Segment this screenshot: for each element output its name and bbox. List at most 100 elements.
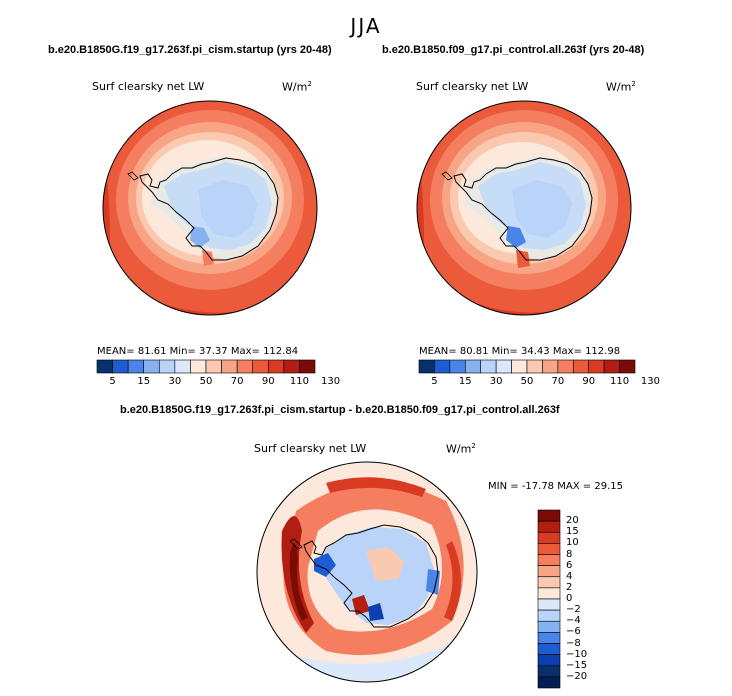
diff-min-max: MIN = -17.78 MAX = 29.15 [488,481,623,492]
colorbar-box [537,643,561,655]
colorbar-tick-label: 70 [230,376,244,387]
colorbar-box [537,543,561,555]
colorbar-box [537,509,561,522]
colorbar-box [96,359,113,374]
colorbar-tick-label: 4 [566,570,573,582]
panel-2-colorbar [418,359,636,374]
colorbar-tick-label: 5 [431,376,438,387]
plateau-low [512,180,572,238]
colorbar-tick-label: 130 [640,376,660,387]
peninsula [289,538,303,550]
colorbar-tick-label: 110 [289,376,309,387]
east-warm-band [444,541,461,621]
colorbar-tick-label: 50 [199,376,213,387]
colorbar-tick-label: 8 [566,548,573,560]
panel-1-colorbar-ticks: 5 15 30 50 70 90 110 130 [97,376,340,388]
panel-1-polar-map [102,100,318,316]
coastline [453,157,593,261]
colorbar-box [112,359,129,374]
colorbar-box [537,520,561,533]
colorbar-tick-label: −4 [566,615,581,627]
plateau-low [198,180,258,238]
ross-negative [368,603,384,621]
colorbar-box [418,359,435,374]
panel-2-stats: MEAN= 80.81 Min= 34.43 Max= 112.98 [419,346,621,357]
panel-2-colorbar-ticks: 5 15 30 50 70 90 110 130 [419,376,660,388]
colorbar-box [221,359,238,374]
colorbar-tick-label: 15 [458,376,472,387]
colorbar-tick-label: 90 [582,376,596,387]
panel-1-units: W/m2 [282,80,312,94]
panel-1-stats: MEAN= 81.61 Min= 37.37 Max= 112.84 [97,346,299,357]
colorbar-tick-label: 5 [109,376,116,387]
colorbar-tick-label: 70 [551,376,565,387]
colorbar-tick-label: −10 [566,648,588,660]
difference-title: b.e20.B1850G.f19_g17.263f.pi_cism.startu… [120,404,560,416]
colorbar-box [526,359,543,374]
diff-variable-title: Surf clearsky net LW [254,442,367,455]
coastline [139,157,279,261]
colorbar-box [174,359,191,374]
colorbar-box [511,359,528,374]
colorbar-tick-label: 110 [610,376,630,387]
colorbar-box [127,359,145,374]
colorbar-tick-label: 130 [321,376,341,387]
colorbar-box [588,359,605,374]
map-border [102,100,318,316]
coastline [303,524,439,628]
colorbar-box [537,609,561,622]
colorbar-box [283,359,300,374]
east-negative [426,569,440,595]
colorbar-box [464,359,482,374]
case-a-title: b.e20.B1850G.f19_g17.263f.pi_cism.startu… [48,44,332,56]
peninsula [127,171,139,181]
diff-units: W/m2 [446,442,476,456]
ross-sea-blue [506,226,526,248]
colorbar-tick-label: 20 [566,515,579,527]
colorbar-box [537,565,561,578]
weddell-negative [314,553,336,577]
colorbar-box [252,359,269,374]
panel-1-colorbar [96,359,316,374]
colorbar-tick-label: 2 [566,581,573,593]
colorbar-box [143,359,160,374]
colorbar-box [449,359,466,374]
colorbar-box [537,554,561,566]
west-strong-warm [281,516,314,633]
colorbar-box [537,632,561,644]
panel-1-variable-title: Surf clearsky net LW [92,80,205,93]
map-border [416,100,632,316]
map-border [256,461,478,683]
panel-2-polar-map [416,100,632,316]
colorbar-tick-label: 30 [168,376,182,387]
colorbar-tick-label: 50 [520,376,534,387]
colorbar-box [542,359,559,374]
colorbar-tick-label: −2 [566,604,581,616]
diff-colorbar-ticks: 20 15 10 8 6 4 2 0 −2 −4 −6 −8 −10 −15 −20 [566,510,596,688]
colorbar-box [480,359,497,374]
colorbar-box [619,359,636,374]
colorbar-tick-label: 30 [489,376,503,387]
colorbar-tick-label: 15 [137,376,151,387]
top-warm-arc [326,477,426,497]
colorbar-tick-label: 10 [566,537,579,549]
colorbar-box [299,359,316,374]
colorbar-tick-label: −8 [566,637,581,649]
ross-positive [352,595,370,615]
colorbar-tick-label: 90 [261,376,275,387]
colorbar-box [537,676,561,689]
colorbar-box [537,620,561,633]
colorbar-tick-label: −6 [566,626,581,638]
ross-warm-spot [516,250,530,268]
west-ocean-band [417,140,424,315]
colorbar-box [603,359,620,374]
peninsula [441,171,453,181]
colorbar-box [572,359,590,374]
colorbar-box [557,359,574,374]
panel-2-variable-title: Surf clearsky net LW [416,80,529,93]
colorbar-box [267,359,285,374]
colorbar-box [537,587,561,600]
colorbar-box [537,665,561,678]
colorbar-tick-label: −20 [566,670,588,682]
colorbar-box [537,531,561,544]
